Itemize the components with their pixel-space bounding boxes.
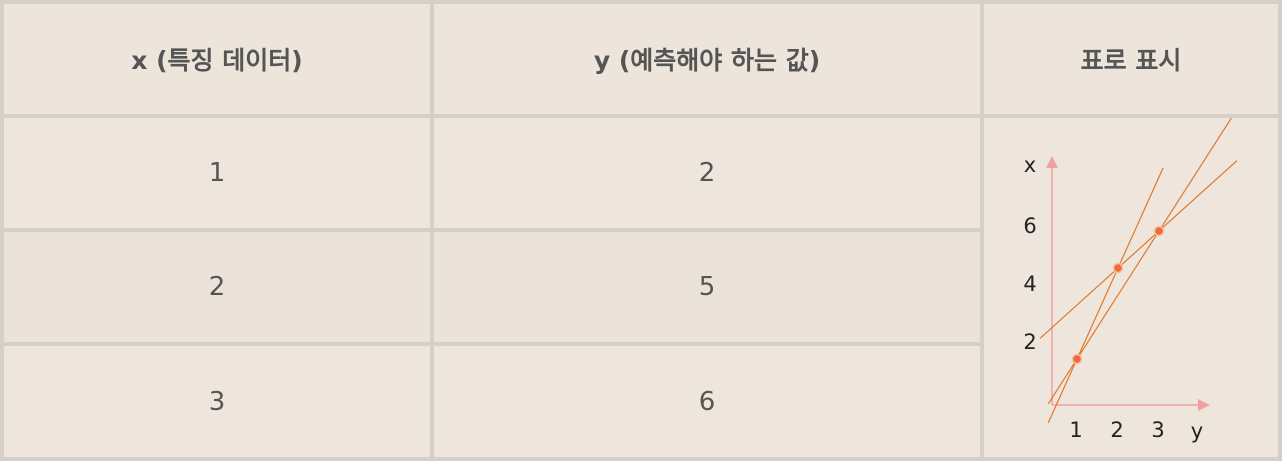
x-axis-arrow	[1198, 399, 1210, 411]
header-plot: 표로 표시	[984, 4, 1278, 114]
trend-line	[1039, 160, 1238, 339]
table-row-2-x: 2	[4, 232, 430, 342]
y-axis-arrow	[1046, 156, 1058, 168]
trend-line	[1047, 167, 1164, 423]
x-tick-label: 2	[1110, 418, 1123, 442]
table-row-1-y: 2	[434, 118, 980, 228]
data-point	[1112, 262, 1124, 274]
table-row-3-y: 6	[434, 346, 980, 457]
table-row-3-x: 3	[4, 346, 430, 457]
y-tick-label: 6	[1023, 214, 1036, 238]
header-x: x (특징 데이터)	[4, 4, 430, 114]
y-tick-label: 2	[1023, 330, 1036, 354]
x-axis-label: y	[1191, 419, 1203, 443]
y-axis-label: x	[1024, 153, 1036, 177]
data-point	[1071, 353, 1083, 365]
table-row-2-y: 5	[434, 232, 980, 342]
scatter-plot: x y 2 4 6 1 2 3	[1023, 118, 1238, 443]
header-y: y (예측해야 하는 값)	[434, 4, 980, 114]
data-point	[1153, 225, 1165, 237]
table-row-1-x: 1	[4, 118, 430, 228]
y-tick-label: 4	[1023, 272, 1036, 296]
x-tick-label: 1	[1069, 418, 1082, 442]
x-tick-label: 3	[1151, 418, 1164, 442]
plot-cell: x y 2 4 6 1 2 3	[984, 118, 1278, 457]
